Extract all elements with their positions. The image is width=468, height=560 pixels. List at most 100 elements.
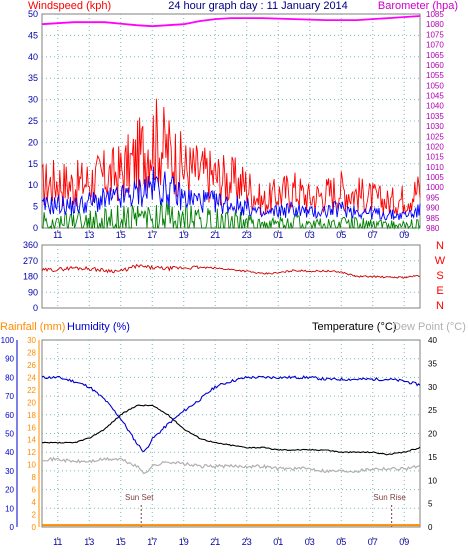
rainfall-tick-label: 12 <box>27 448 36 457</box>
barometer-tick-label: 1015 <box>426 153 444 162</box>
barometer-tick-label: 1070 <box>426 41 444 50</box>
barometer-tick-label: 1060 <box>426 61 444 70</box>
direction-tick-label: 180 <box>23 272 38 282</box>
humidity-tick-label: 60 <box>5 411 14 420</box>
rainfall-tick-label: 14 <box>27 436 36 445</box>
windspeed-tick-label: 10 <box>28 180 38 190</box>
compass-label: N <box>436 240 444 252</box>
x-tick-label: 15 <box>116 537 126 547</box>
rainfall-tick-label: 16 <box>27 423 36 432</box>
windspeed-low-line <box>42 199 421 230</box>
barometer-tick-label: 1080 <box>426 20 444 29</box>
compass-label: E <box>436 285 443 297</box>
barometer-tick-label: 1025 <box>426 132 444 141</box>
temperature-tick-label: 25 <box>428 406 437 415</box>
humidity-line <box>41 375 421 453</box>
barometer-tick-label: 995 <box>426 193 440 202</box>
rainfall-tick-label: 8 <box>32 473 37 482</box>
x-tick-label: 07 <box>368 230 378 240</box>
windspeed-tick-label: 0 <box>33 223 38 233</box>
barometer-tick-label: 980 <box>426 224 440 233</box>
barometer-tick-label: 1055 <box>426 71 444 80</box>
compass-label: N <box>436 300 444 312</box>
temperature-tick-label: 10 <box>428 476 437 485</box>
windspeed-tick-label: 40 <box>28 52 38 62</box>
temperature-tick-label: 0 <box>428 523 433 532</box>
chart-title: 24 hour graph day : 11 January 2014 <box>168 0 348 12</box>
sun-event-label: Sun Rise <box>373 493 406 502</box>
x-tick-label: 21 <box>210 230 220 240</box>
rainfall-tick-label: 6 <box>32 486 37 495</box>
sun-event-label: Sun Set <box>125 493 154 502</box>
x-tick-label: 23 <box>242 230 252 240</box>
x-tick-label: 19 <box>179 537 189 547</box>
barometer-tick-label: 1030 <box>426 122 444 131</box>
windspeed-tick-label: 45 <box>28 30 38 40</box>
humidity-tick-label: 40 <box>5 448 14 457</box>
rainfall-tick-label: 2 <box>32 511 37 520</box>
direction-tick-label: 90 <box>28 287 38 297</box>
x-tick-label: 11 <box>53 230 62 240</box>
humidity-tick-label: 70 <box>5 392 14 401</box>
dewpoint-axis-title: Dew Point (°C) <box>393 321 466 333</box>
rainfall-tick-label: 4 <box>32 498 37 507</box>
humidity-tick-label: 30 <box>5 467 14 476</box>
rainfall-tick-label: 28 <box>27 348 36 357</box>
x-tick-label: 03 <box>305 230 315 240</box>
rainfall-axis-title: Rainfall (mm) <box>0 321 65 333</box>
x-tick-label: 09 <box>399 230 409 240</box>
x-tick-label: 17 <box>147 230 157 240</box>
x-tick-label: 13 <box>84 537 94 547</box>
x-tick-label: 09 <box>399 537 409 547</box>
windspeed-avg-line <box>41 166 421 221</box>
x-tick-label: 03 <box>305 537 315 547</box>
barometer-tick-label: 1010 <box>426 163 444 172</box>
compass-label: S <box>436 270 443 282</box>
x-tick-label: 11 <box>53 537 62 547</box>
humidity-tick-label: 80 <box>5 373 14 382</box>
x-tick-label: 17 <box>147 537 157 547</box>
rainfall-tick-label: 24 <box>27 373 36 382</box>
windspeed-gust-line <box>41 98 421 216</box>
barometer-tick-label: 1040 <box>426 102 444 111</box>
wind-barometer-panel: 0510152025303540455098098599099510001005… <box>28 9 444 240</box>
x-tick-label: 01 <box>273 537 283 547</box>
x-tick-label: 19 <box>179 230 189 240</box>
barometer-axis-title: Barometer (hpa) <box>378 0 458 12</box>
windspeed-tick-label: 35 <box>28 73 38 83</box>
windspeed-tick-label: 20 <box>28 137 38 147</box>
x-tick-label: 21 <box>210 537 220 547</box>
x-tick-label: 07 <box>368 537 378 547</box>
humidity-temperature-panel: 0102030405060708090100024681012141618202… <box>1 336 438 547</box>
plot-area-humidity <box>41 339 421 528</box>
temperature-tick-label: 40 <box>428 336 437 345</box>
plot-area-direction <box>41 244 421 309</box>
direction-tick-label: 0 <box>33 303 38 313</box>
barometer-tick-label: 1020 <box>426 142 444 151</box>
barometer-line <box>41 15 421 28</box>
barometer-tick-label: 1045 <box>426 92 444 101</box>
humidity-tick-label: 90 <box>5 355 14 364</box>
direction-tick-label: 270 <box>23 256 38 266</box>
wind-direction-line <box>41 264 421 279</box>
barometer-tick-label: 1000 <box>426 183 444 192</box>
temperature-tick-label: 30 <box>428 383 437 392</box>
rainfall-tick-label: 22 <box>27 386 36 395</box>
rainfall-tick-label: 26 <box>27 361 36 370</box>
humidity-tick-label: 50 <box>5 430 14 439</box>
rainfall-tick-label: 30 <box>27 336 36 345</box>
temperature-tick-label: 35 <box>428 359 437 368</box>
humidity-tick-label: 0 <box>10 523 15 532</box>
barometer-tick-label: 990 <box>426 204 440 213</box>
humidity-tick-label: 10 <box>5 504 14 513</box>
dewpoint-line <box>42 456 421 475</box>
temperature-tick-label: 15 <box>428 453 437 462</box>
barometer-tick-label: 1035 <box>426 112 444 121</box>
rainfall-tick-label: 10 <box>27 461 36 470</box>
rainfall-tick-label: 0 <box>32 523 37 532</box>
x-tick-label: 13 <box>84 230 94 240</box>
direction-tick-label: 360 <box>23 240 38 250</box>
barometer-tick-label: 1075 <box>426 30 444 39</box>
